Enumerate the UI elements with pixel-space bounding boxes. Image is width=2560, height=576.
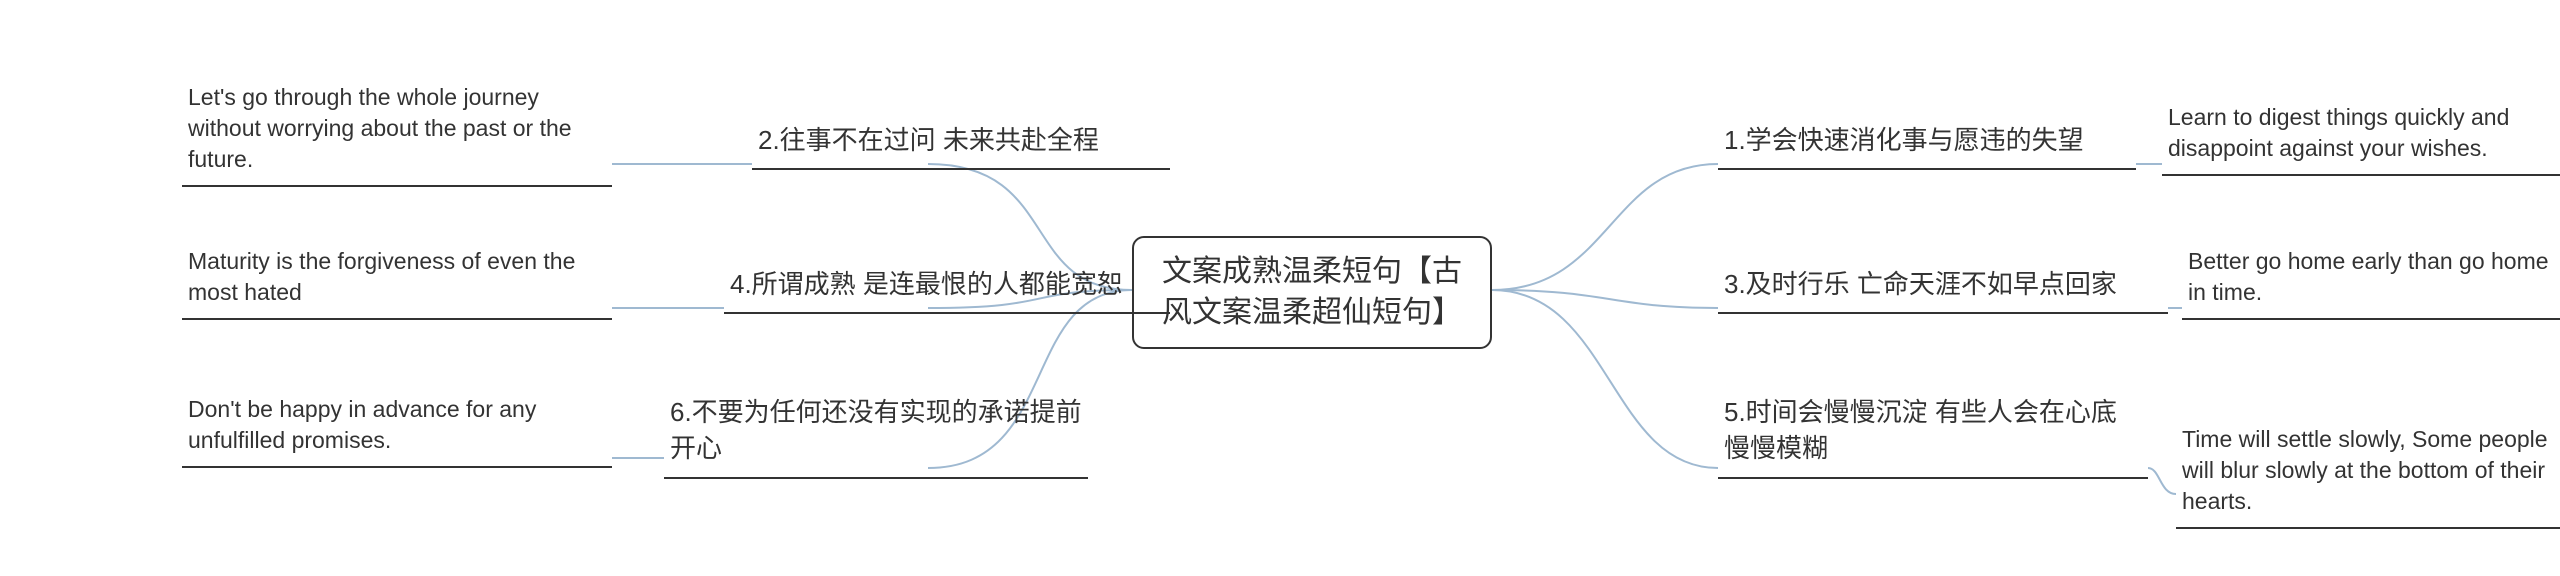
leaf-r5-text: Time will settle slowly, Some people wil… bbox=[2182, 424, 2560, 517]
leaf-r3: Better go home early than go home in tim… bbox=[2182, 240, 2560, 320]
branch-r3-label: 3.及时行乐 亡命天涯不如早点回家 bbox=[1724, 266, 2117, 302]
leaf-l4-text: Maturity is the forgiveness of even the … bbox=[188, 246, 606, 308]
branch-r1-label: 1.学会快速消化事与愿违的失望 bbox=[1724, 122, 2084, 158]
leaf-l2-text: Let's go through the whole journey witho… bbox=[188, 82, 606, 175]
branch-l2: 2.往事不在过问 未来共赴全程 bbox=[752, 116, 1170, 170]
connector-path bbox=[1492, 290, 1718, 468]
leaf-r1: Learn to digest things quickly and disap… bbox=[2162, 96, 2560, 176]
leaf-l4: Maturity is the forgiveness of even the … bbox=[182, 240, 612, 320]
leaf-l2: Let's go through the whole journey witho… bbox=[182, 76, 612, 187]
leaf-r1-text: Learn to digest things quickly and disap… bbox=[2168, 102, 2554, 164]
branch-l6: 6.不要为任何还没有实现的承诺提前开心 bbox=[664, 388, 1088, 479]
branch-r3: 3.及时行乐 亡命天涯不如早点回家 bbox=[1718, 260, 2168, 314]
branch-r5-label: 5.时间会慢慢沉淀 有些人会在心底慢慢模糊 bbox=[1724, 394, 2142, 467]
branch-r5: 5.时间会慢慢沉淀 有些人会在心底慢慢模糊 bbox=[1718, 388, 2148, 479]
branch-r1: 1.学会快速消化事与愿违的失望 bbox=[1718, 116, 2136, 170]
center-topic: 文案成熟温柔短句【古风文案温柔超仙短句】 bbox=[1132, 236, 1492, 349]
leaf-l6: Don't be happy in advance for any unfulf… bbox=[182, 388, 612, 468]
center-topic-text: 文案成熟温柔短句【古风文案温柔超仙短句】 bbox=[1160, 252, 1464, 333]
branch-l4-label: 4.所谓成熟 是连最恨的人都能宽恕 bbox=[730, 266, 1123, 302]
connector-path bbox=[2148, 468, 2176, 494]
mindmap-canvas: 文案成熟温柔短句【古风文案温柔超仙短句】 1.学会快速消化事与愿违的失望 Lea… bbox=[0, 0, 2560, 576]
leaf-r5: Time will settle slowly, Some people wil… bbox=[2176, 418, 2560, 529]
branch-l4: 4.所谓成熟 是连最恨的人都能宽恕 bbox=[724, 260, 1170, 314]
leaf-l6-text: Don't be happy in advance for any unfulf… bbox=[188, 394, 606, 456]
branch-l6-label: 6.不要为任何还没有实现的承诺提前开心 bbox=[670, 394, 1082, 467]
leaf-r3-text: Better go home early than go home in tim… bbox=[2188, 246, 2554, 308]
connector-path bbox=[1492, 164, 1718, 290]
branch-l2-label: 2.往事不在过问 未来共赴全程 bbox=[758, 122, 1099, 158]
connector-path bbox=[1492, 290, 1718, 308]
